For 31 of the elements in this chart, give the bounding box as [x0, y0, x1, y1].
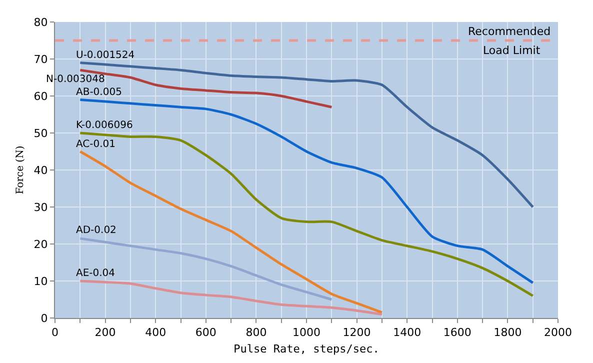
y-tick-label: 0 [40, 312, 48, 325]
y-tick-label: 80 [34, 16, 48, 29]
series-label: N-0.003048 [46, 74, 105, 85]
y-tick-label: 40 [34, 164, 48, 177]
y-tick-label: 30 [34, 200, 48, 214]
series-label: AC-0.01 [76, 139, 116, 150]
y-tick-label: 60 [34, 90, 48, 103]
y-axis-title: Force (N) [14, 146, 26, 194]
x-tick-label: 1600 [443, 326, 472, 340]
series-label: AD-0.02 [76, 225, 116, 236]
x-tick-label: 600 [195, 326, 216, 340]
line-series [78, 280, 384, 316]
series-label: AB-0.005 [76, 87, 122, 98]
x-axis-title: Pulse Rate, steps/sec. [234, 342, 380, 356]
x-tick-label: 1000 [292, 326, 320, 340]
x-tick-label: 400 [145, 326, 166, 340]
ref-line-label: Recommended Load Limit [468, 25, 551, 57]
series-label: U-0.001524 [76, 50, 135, 61]
y-tick-label: 10 [34, 274, 48, 288]
x-tick-label: 1400 [393, 326, 422, 340]
x-tick-label: 0 [52, 326, 58, 340]
y-tick-label: 20 [34, 238, 48, 251]
x-tick-label: 200 [94, 326, 116, 340]
series-label: K-0.006096 [76, 120, 133, 131]
x-tick-label: 1800 [494, 326, 522, 340]
x-tick-label: 800 [246, 326, 267, 340]
x-tick-label: 1200 [342, 326, 371, 340]
x-tick-label: 2000 [544, 326, 572, 340]
y-tick-label: 70 [34, 52, 48, 66]
y-tick-label: 50 [34, 126, 48, 140]
series-label: AE-0.04 [76, 268, 116, 279]
